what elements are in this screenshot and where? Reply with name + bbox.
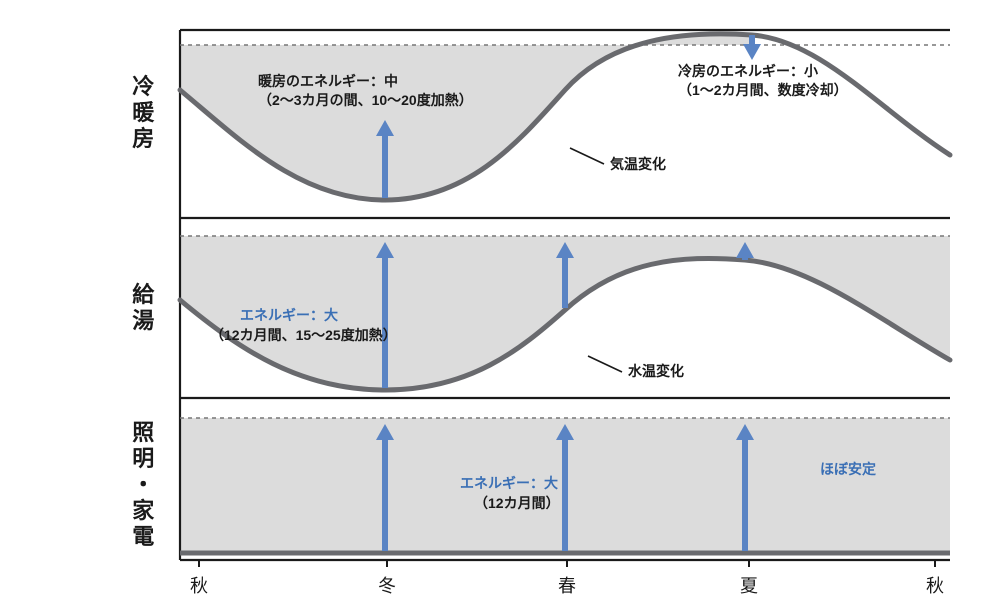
hvac-annotation: 冷房のエネルギー：小（1～2カ月間、数度冷却） bbox=[678, 62, 848, 100]
season-label: 秋 bbox=[926, 572, 944, 598]
lighting-annotation: ほぼ安定 bbox=[820, 460, 876, 479]
hotwater-annotation: （12カ月間、15～25度加熱） bbox=[210, 326, 397, 345]
diagram-root: 冷暖房 給湯 照明・家電 暖房のエネルギー：中（2～3カ月の間、10～20度加熱… bbox=[0, 0, 1000, 609]
row-label-char: 房 bbox=[130, 126, 156, 152]
row-label-char: 家 bbox=[130, 498, 156, 524]
row-label-char: 照 bbox=[130, 420, 156, 446]
season-label: 秋 bbox=[190, 572, 208, 598]
lighting-annotation: エネルギー：大 bbox=[460, 474, 558, 493]
hotwater-annotation: エネルギー：大 bbox=[240, 306, 338, 325]
row-label-lighting: 照明・家電 bbox=[130, 420, 156, 550]
hotwater-annotation: 水温変化 bbox=[628, 362, 684, 381]
row-label-char: 電 bbox=[130, 524, 156, 550]
row-label-char: 湯 bbox=[130, 308, 156, 334]
lighting-annotation: （12カ月間） bbox=[474, 494, 560, 513]
hotwater-leader bbox=[588, 356, 622, 372]
row-label-char: 給 bbox=[130, 282, 156, 308]
row-label-char: ・ bbox=[130, 472, 156, 498]
hvac-annotation: 気温変化 bbox=[610, 155, 666, 174]
season-label: 春 bbox=[558, 572, 576, 598]
row-label-hotwater: 給湯 bbox=[130, 282, 156, 334]
hvac-leader bbox=[570, 148, 604, 164]
hvac-annotation: 暖房のエネルギー：中（2～3カ月の間、10～20度加熱） bbox=[258, 72, 473, 110]
row-label-hvac: 冷暖房 bbox=[130, 74, 156, 152]
season-label: 冬 bbox=[378, 572, 396, 598]
row-label-char: 冷 bbox=[130, 74, 156, 100]
season-label: 夏 bbox=[740, 572, 758, 598]
row-label-char: 明 bbox=[130, 446, 156, 472]
hvac-fill bbox=[180, 45, 565, 200]
row-label-char: 暖 bbox=[130, 100, 156, 126]
